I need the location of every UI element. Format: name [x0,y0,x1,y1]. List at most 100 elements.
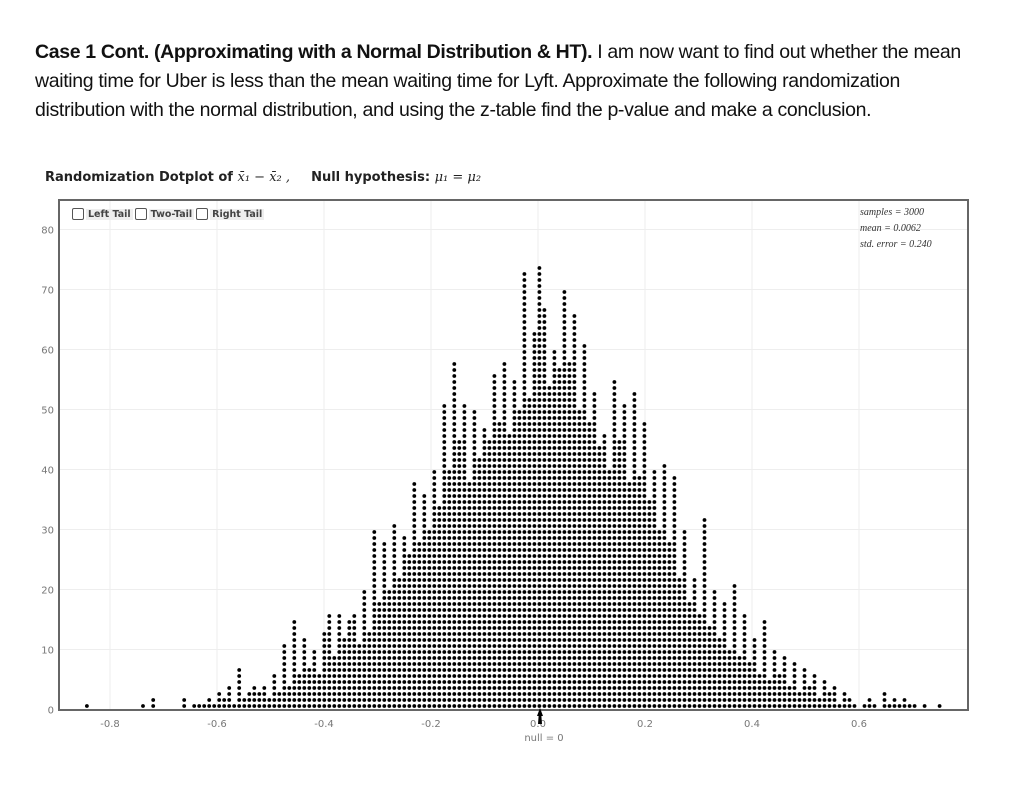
dot [487,680,492,684]
dot [592,626,597,630]
dot [522,350,527,354]
dot [492,494,497,498]
dot [642,602,647,606]
dot [502,404,507,408]
dot [417,644,422,648]
dot [422,548,427,552]
dot [462,524,467,528]
dot [657,530,662,534]
dot [457,686,462,690]
dot [482,662,487,666]
dot [472,542,477,546]
dot [552,530,557,534]
dot [572,560,577,564]
dot [557,602,562,606]
dot [412,638,417,642]
dot [597,542,602,546]
dot [542,392,547,396]
dot [622,638,627,642]
dot [662,584,667,588]
dot [452,458,457,462]
dot [527,620,532,624]
dot [572,356,577,360]
dot [552,548,557,552]
dot [477,524,482,528]
dot [552,410,557,414]
dot [407,578,412,582]
dot [597,476,602,480]
dot [452,650,457,654]
two-tail-checkbox-box[interactable] [134,208,147,220]
right-tail-checkbox-box[interactable] [196,208,209,220]
dot [557,404,562,408]
dot [442,440,447,444]
dot [507,614,512,618]
dot [602,680,607,684]
dot [612,392,617,396]
dot [582,596,587,600]
dot [307,680,312,684]
right-tail-checkbox[interactable]: Right Tail [196,208,265,220]
dot [457,674,462,678]
dot [647,566,652,570]
dot [577,566,582,570]
dot [427,650,432,654]
dot [517,548,522,552]
dot [342,692,347,696]
dot [602,560,607,564]
left-tail-checkbox-box[interactable] [72,208,84,220]
dot [472,566,477,570]
dot [587,698,592,702]
dot [497,470,502,474]
dot [392,596,397,600]
dot [582,452,587,456]
dot [432,548,437,552]
dot [557,518,562,522]
dot [667,578,672,582]
dot [532,344,537,348]
dot [552,368,557,372]
dot [452,542,457,546]
dot [647,578,652,582]
dot [552,440,557,444]
dot [532,572,537,576]
dot [467,680,472,684]
dot [592,518,597,522]
dot [647,650,652,654]
dot [467,548,472,552]
dot [522,332,527,336]
dot [702,578,707,582]
dot [402,536,407,540]
dot [542,566,547,570]
dot [402,554,407,558]
dot [662,554,667,558]
dot [417,560,422,564]
dot [322,638,327,642]
dot [677,704,682,708]
dot [547,638,552,642]
dot [642,680,647,684]
dot [452,392,457,396]
dot [507,560,512,564]
dot [447,554,452,558]
dot [742,644,747,648]
two-tail-checkbox[interactable]: Two-Tail [134,208,195,220]
dot [432,632,437,636]
dot [382,698,387,702]
dot [547,536,552,540]
dot [707,662,712,666]
dot [827,704,832,708]
dot [442,620,447,624]
dot [467,632,472,636]
dot [537,692,542,696]
dot [682,632,687,636]
dot [722,638,727,642]
dot [362,674,367,678]
dot [537,422,542,426]
dot [607,500,612,504]
dot [752,680,757,684]
dot [537,578,542,582]
dot [542,356,547,360]
dot [612,632,617,636]
left-tail-checkbox[interactable]: Left Tail [72,208,133,220]
